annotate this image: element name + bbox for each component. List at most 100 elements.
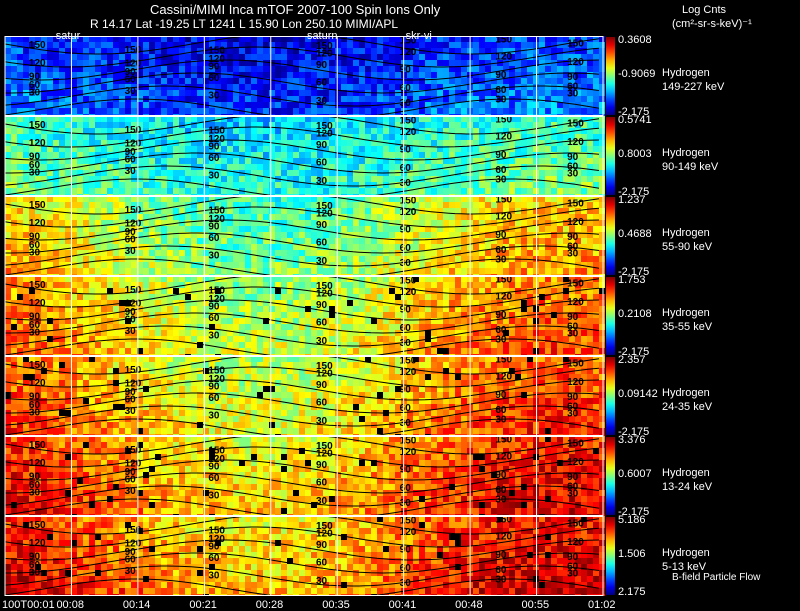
species-label: Hydrogen <box>662 386 710 400</box>
contour-label: 60 <box>400 243 412 254</box>
energy-range-label: 90-149 keV <box>662 160 718 174</box>
contour-label: 90 <box>400 224 412 235</box>
direction-marker: saturn <box>307 30 338 42</box>
contour-label: 30 <box>125 566 137 577</box>
colorbar <box>606 277 615 355</box>
contour-label: 30 <box>400 498 412 509</box>
contour-label: 150 <box>29 360 46 371</box>
contour-label: 30 <box>567 249 579 260</box>
contour-label: 30 <box>495 254 507 265</box>
colorbar <box>606 357 615 435</box>
contour-label: 60 <box>400 163 412 174</box>
time-tick-label: 00:08 <box>56 599 84 611</box>
contour-label: 120 <box>495 131 512 142</box>
contour-label: 120 <box>495 291 512 302</box>
time-tick-label: 00:21 <box>189 599 217 611</box>
contour-label: 150 <box>125 125 142 136</box>
energy-range-label: 149-227 keV <box>662 80 724 94</box>
units-label: Log Cnts <box>682 4 726 16</box>
contour-label: 30 <box>567 409 579 420</box>
contour-label: 30 <box>125 486 137 497</box>
contour-label: 120 <box>316 208 333 219</box>
contour-label: 30 <box>208 570 220 581</box>
contour-label: 90 <box>400 64 412 75</box>
contour-label: 90 <box>495 150 507 161</box>
contour-label: 30 <box>495 494 507 505</box>
colorbar-mid-label: 0.2108 <box>618 308 652 320</box>
contour-label: 30 <box>495 414 507 425</box>
contour-label: 30 <box>208 90 220 101</box>
contour-label: 150 <box>400 356 417 366</box>
contour-label: 150 <box>567 38 584 49</box>
contour-label: 120 <box>316 368 333 379</box>
contour-label: 30 <box>495 94 507 105</box>
contour-label: 120 <box>567 377 584 388</box>
direction-marker: satur <box>56 30 80 42</box>
contour-label: 150 <box>400 196 417 206</box>
contour-label: 150 <box>29 120 46 131</box>
time-tick-label: 00:14 <box>123 599 151 611</box>
contour-label: 120 <box>29 458 46 469</box>
time-tick-label: 01:02 <box>588 599 616 611</box>
contour-label: 120 <box>567 537 584 548</box>
colorbar-mid-label: 0.8003 <box>618 148 652 160</box>
contour-label: 150 <box>400 276 417 286</box>
contour-label: 30 <box>125 246 137 257</box>
time-tick-label: 00:55 <box>522 599 550 611</box>
contour-label: 150 <box>495 116 512 125</box>
contour-label: 120 <box>400 447 417 458</box>
energy-range-label: 13-24 keV <box>662 480 712 494</box>
contour-label: 90 <box>400 144 412 155</box>
contour-label: 120 <box>316 128 333 139</box>
contour-label: 150 <box>567 518 584 529</box>
contour-label: 150 <box>125 445 142 456</box>
contour-label: 60 <box>400 323 412 334</box>
contour-label: 120 <box>316 48 333 59</box>
contour-label: 120 <box>495 451 512 462</box>
contour-label: 120 <box>495 531 512 542</box>
contour-label: 60 <box>125 74 137 85</box>
contour-label: 90 <box>400 304 412 315</box>
contour-label: 120 <box>316 528 333 539</box>
contour-label: 90 <box>316 140 328 151</box>
contour-label: 60 <box>316 557 328 568</box>
contour-label: 60 <box>208 233 220 244</box>
contour-label: 30 <box>29 167 41 178</box>
contour-label: 60 <box>208 313 220 324</box>
contour-label: 90 <box>316 380 328 391</box>
contour-label: 30 <box>400 418 412 429</box>
contour-label: 30 <box>567 329 579 340</box>
contour-label: 150 <box>125 45 142 56</box>
contour-label: 120 <box>567 297 584 308</box>
contour-label: 30 <box>29 87 41 98</box>
contour-label: 150 <box>29 40 46 51</box>
plot-title: Cassini/MIMI Inca mTOF 2007-100 Spin Ion… <box>150 2 440 17</box>
contour-label: 30 <box>208 170 220 181</box>
contour-label: 60 <box>400 563 412 574</box>
species-label: Hydrogen <box>662 546 710 560</box>
time-tick-label: 00:48 <box>455 599 483 611</box>
contour-label: 150 <box>400 436 417 446</box>
contour-label: 150 <box>29 520 46 531</box>
contour-label: 150 <box>495 276 512 285</box>
colorbar-max-label: 1.753 <box>618 274 646 286</box>
contour-label: 90 <box>208 141 220 152</box>
contour-label: 150 <box>495 36 512 45</box>
contour-label: 90 <box>495 310 507 321</box>
contour-label: 30 <box>125 406 137 417</box>
contour-label: 90 <box>400 464 412 475</box>
contour-label: 30 <box>208 250 220 261</box>
contour-label: 150 <box>495 436 512 445</box>
contour-label: 90 <box>316 460 328 471</box>
contour-label: 90 <box>208 61 220 72</box>
contour-label: 120 <box>400 287 417 298</box>
time-tick-label: 100T00:01 <box>2 599 55 611</box>
contour-label: 60 <box>208 393 220 404</box>
contour-label: 30 <box>567 569 579 580</box>
contour-label: 120 <box>29 218 46 229</box>
contour-label: 150 <box>29 200 46 211</box>
contour-label: 60 <box>400 403 412 414</box>
contour-label: 90 <box>495 70 507 81</box>
contour-label: 150 <box>29 440 46 451</box>
colorbar-max-label: 3.376 <box>618 434 646 446</box>
